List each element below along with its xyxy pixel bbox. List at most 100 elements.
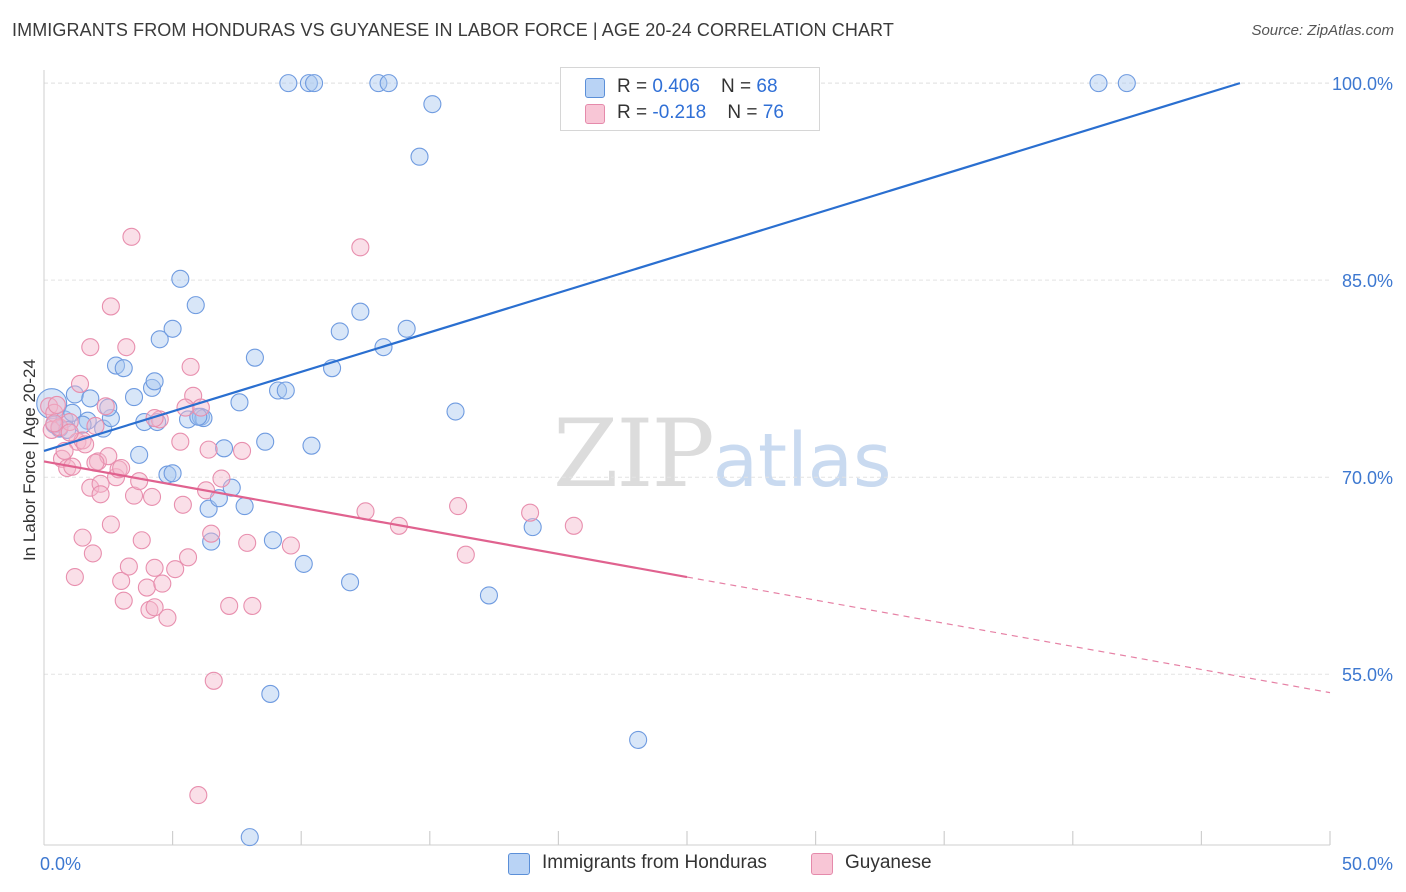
guyanese-point [171,432,190,451]
honduras-point [523,518,542,537]
guyanese-point [145,558,164,577]
x-tick-label: 0.0% [40,854,81,874]
y-axis-label: In Labor Force | Age 20-24 [20,359,39,561]
honduras-point [150,330,169,349]
guyanese-point [86,416,105,436]
guyanese-point [212,469,231,488]
honduras-point [341,573,360,592]
honduras-point [1089,74,1108,93]
guyanese-trendline [43,460,688,579]
guyanese-point [65,567,84,587]
y-tick-label: 70.0% [1342,468,1393,488]
honduras-point [130,445,149,464]
guyanese-point [281,536,300,555]
guyanese-point [232,441,252,460]
guyanese-point [449,497,468,516]
guyanese-point [173,495,192,514]
honduras-point [410,147,429,166]
honduras-point [299,74,318,93]
correlation-legend: R = 0.406 N = 68 R = -0.218 N = 76 [560,67,820,131]
guyanese-point [132,531,151,550]
guyanese-point [199,440,218,459]
honduras-point [240,828,259,847]
honduras-point [245,348,264,367]
legend-r-label: R = [617,76,653,97]
guyanese-point [140,600,159,619]
guyanese-point [166,560,185,579]
source-label: Source: ZipAtlas.com [1251,22,1394,39]
honduras-point [214,439,234,458]
guyanese-point [145,598,164,617]
guyanese-point [153,574,172,593]
guyanese-point [81,478,100,497]
guyanese-point [91,485,110,504]
y-tick-label: 85.0% [1342,271,1393,291]
legend-text-guyanese: R = -0.218 N = 76 [617,102,784,124]
honduras-point [145,372,164,391]
honduras-point [114,359,133,378]
honduras-point [279,74,298,93]
guyanese-point [158,608,177,627]
legend-r-value: -0.218 [652,102,707,123]
honduras-point [379,74,398,93]
watermark-atlas: atlas [712,418,892,504]
honduras-point [479,586,499,605]
legend-text-honduras: R = 0.406 N = 68 [617,76,778,98]
legend-n-value: 68 [756,76,778,97]
bottom-legend-label-guyanese: Guyanese [845,852,932,873]
honduras-point [369,74,388,93]
honduras-point [269,381,288,400]
guyanese-point [204,671,223,690]
legend-r-value: 0.406 [652,76,700,97]
honduras-point [202,532,221,551]
legend-swatch-pink [585,104,605,124]
y-tick-label: 55.0% [1342,665,1393,685]
honduras-point [261,684,280,703]
guyanese-point [60,412,79,432]
guyanese-point [145,409,164,428]
guyanese-point [119,557,138,576]
guyanese-point [124,486,144,505]
honduras-trendline [43,82,1241,452]
honduras-point [124,388,144,407]
guyanese-trendline-extension [686,576,1331,694]
honduras-point [294,554,313,573]
bottom-swatch-pink [811,853,833,875]
legend-n-label: N = [727,102,763,123]
bottom-legend-label-honduras: Immigrants from Honduras [542,852,767,873]
guyanese-point [70,374,90,393]
guyanese-point [220,596,239,615]
honduras-point [235,497,254,516]
honduras-point [256,432,275,451]
guyanese-point [114,591,133,610]
guyanese-point [101,515,120,534]
guyanese-point [181,357,200,376]
y-tick-label: 100.0% [1332,74,1393,94]
guyanese-point [202,524,221,543]
honduras-point [351,302,370,321]
guyanese-point [47,395,66,415]
guyanese-point [83,544,102,563]
honduras-point [629,730,648,749]
chart-title: IMMIGRANTS FROM HONDURAS VS GUYANESE IN … [12,20,894,40]
honduras-point [276,381,295,400]
guyanese-point [243,596,262,615]
guyanese-point [130,472,149,491]
honduras-point [305,74,324,93]
honduras-point [186,296,205,315]
guyanese-point [112,458,131,478]
guyanese-point [91,474,110,493]
legend-r-label: R = [617,102,653,123]
honduras-point [423,95,442,114]
x-tick-label: 50.0% [1342,854,1393,874]
honduras-point [263,531,282,550]
honduras-point [446,402,465,421]
honduras-point [230,393,249,412]
guyanese-point [351,238,370,257]
guyanese-point [122,227,141,246]
bottom-swatch-blue [508,853,530,875]
guyanese-point [81,338,100,357]
honduras-point [171,269,190,288]
guyanese-point [456,545,475,564]
